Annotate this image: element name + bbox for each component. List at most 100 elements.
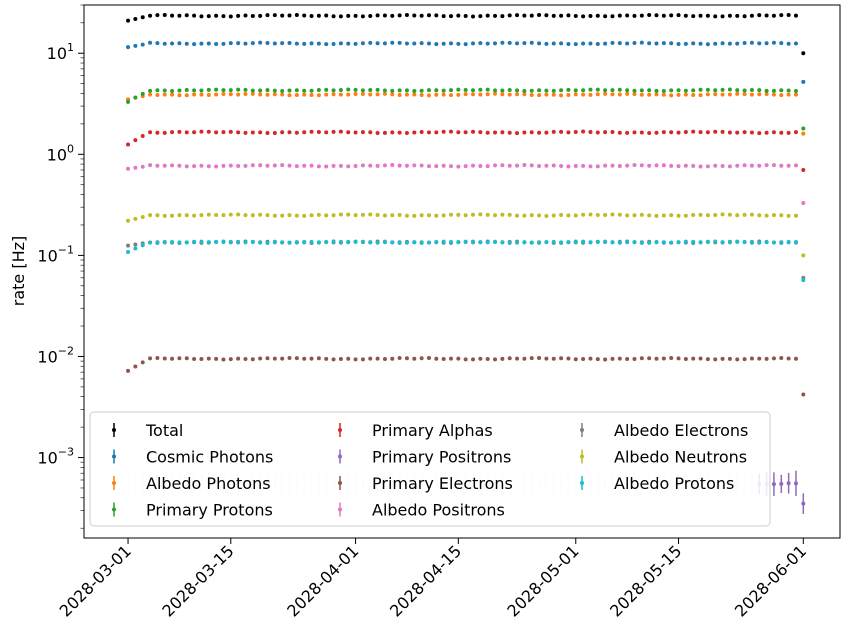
legend-label: Primary Alphas bbox=[372, 421, 493, 440]
data-point bbox=[184, 356, 189, 361]
data-point bbox=[595, 13, 600, 18]
x-tick-label: 2028-03-15 bbox=[158, 541, 237, 620]
data-point bbox=[713, 92, 718, 97]
data-point bbox=[221, 213, 226, 218]
data-point bbox=[236, 92, 241, 97]
data-point bbox=[375, 240, 380, 245]
data-point bbox=[683, 92, 688, 97]
data-point bbox=[448, 41, 453, 46]
data-point bbox=[471, 92, 476, 97]
data-point bbox=[551, 92, 556, 97]
x-tick-label: 2028-04-01 bbox=[283, 541, 362, 620]
data-point bbox=[493, 91, 498, 96]
data-point bbox=[625, 213, 630, 218]
data-point bbox=[676, 213, 681, 218]
data-point bbox=[683, 13, 688, 18]
data-point bbox=[639, 88, 644, 93]
data-point bbox=[294, 13, 299, 18]
data-point bbox=[720, 240, 725, 245]
data-point bbox=[243, 13, 248, 18]
data-point bbox=[302, 130, 307, 135]
data-point bbox=[551, 88, 556, 93]
data-point bbox=[632, 163, 637, 168]
data-point bbox=[258, 40, 263, 45]
data-point bbox=[228, 163, 233, 168]
data-point bbox=[456, 87, 461, 92]
data-point bbox=[515, 240, 520, 245]
data-point bbox=[764, 13, 769, 18]
data-point bbox=[368, 163, 373, 168]
data-point bbox=[632, 240, 637, 245]
data-point bbox=[559, 129, 564, 134]
data-point bbox=[214, 164, 219, 169]
data-point bbox=[133, 364, 138, 369]
data-point bbox=[478, 212, 483, 217]
data-point bbox=[522, 41, 527, 46]
data-point bbox=[691, 239, 696, 244]
data-point bbox=[581, 212, 586, 217]
data-point bbox=[676, 164, 681, 169]
data-point bbox=[537, 213, 542, 218]
data-point bbox=[779, 213, 784, 218]
data-point bbox=[441, 14, 446, 19]
data-point bbox=[265, 213, 270, 218]
data-point bbox=[764, 240, 769, 245]
data-point bbox=[463, 92, 468, 97]
data-point bbox=[764, 88, 769, 93]
data-point bbox=[236, 212, 241, 217]
data-point bbox=[764, 41, 769, 46]
data-point bbox=[338, 92, 343, 97]
data-point bbox=[250, 357, 255, 362]
data-point bbox=[434, 239, 439, 244]
data-point bbox=[786, 356, 791, 361]
data-point bbox=[529, 88, 534, 93]
data-point bbox=[698, 164, 703, 169]
data-point bbox=[324, 42, 329, 47]
data-point bbox=[338, 88, 343, 93]
data-point bbox=[177, 356, 182, 361]
data-point bbox=[258, 88, 263, 93]
data-point bbox=[669, 163, 674, 168]
data-point bbox=[162, 240, 167, 245]
data-point bbox=[331, 163, 336, 168]
data-point bbox=[617, 92, 622, 97]
data-point bbox=[537, 88, 542, 93]
data-point bbox=[625, 240, 630, 245]
data-point bbox=[793, 13, 798, 18]
y-tick-label: 101 bbox=[47, 41, 74, 63]
data-point bbox=[515, 88, 520, 93]
data-point bbox=[801, 51, 806, 56]
data-point bbox=[647, 213, 652, 218]
data-point bbox=[566, 213, 571, 218]
data-point bbox=[199, 163, 204, 168]
data-point bbox=[617, 240, 622, 245]
data-point bbox=[713, 163, 718, 168]
data-point bbox=[272, 88, 277, 93]
data-point bbox=[749, 212, 754, 217]
data-point bbox=[280, 41, 285, 46]
x-tick-label: 2028-05-15 bbox=[606, 541, 685, 620]
data-point bbox=[309, 356, 314, 361]
data-point bbox=[170, 213, 175, 218]
data-point bbox=[243, 357, 248, 362]
data-point bbox=[529, 213, 534, 218]
data-point bbox=[390, 88, 395, 93]
data-point bbox=[199, 129, 204, 134]
data-point bbox=[353, 213, 358, 218]
data-point bbox=[647, 240, 652, 245]
data-point bbox=[691, 88, 696, 93]
data-point bbox=[757, 356, 762, 361]
data-point bbox=[771, 163, 776, 168]
data-point bbox=[610, 130, 615, 135]
data-point bbox=[162, 92, 167, 97]
legend-frame bbox=[89, 411, 771, 527]
data-point bbox=[390, 356, 395, 361]
data-point bbox=[148, 240, 153, 245]
data-point bbox=[448, 240, 453, 245]
data-point bbox=[126, 18, 131, 23]
data-point bbox=[360, 41, 365, 46]
data-point bbox=[426, 13, 431, 18]
data-point bbox=[258, 130, 263, 135]
data-point bbox=[426, 88, 431, 93]
data-point bbox=[419, 163, 424, 168]
